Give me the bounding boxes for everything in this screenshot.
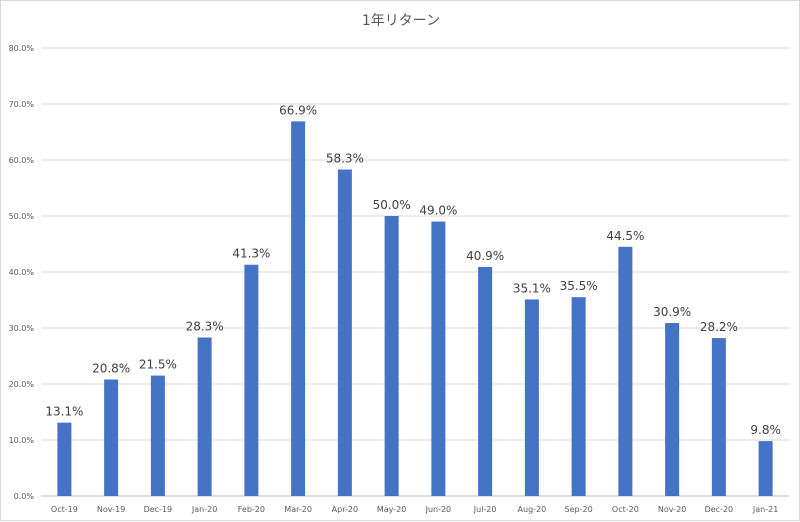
x-tick-label: Jan-20: [191, 505, 217, 514]
x-tick-label: Sep-20: [565, 505, 593, 514]
bar: [244, 264, 259, 496]
data-label: 35.1%: [513, 281, 551, 295]
x-tick-label: Oct-20: [612, 505, 639, 514]
data-label: 49.0%: [419, 204, 457, 218]
data-label: 35.5%: [560, 279, 598, 293]
x-tick-label: Jan-21: [752, 505, 778, 514]
y-tick-label: 30.0%: [9, 324, 35, 333]
x-tick-label: Feb-20: [238, 505, 265, 514]
bar: [758, 441, 773, 496]
bar: [618, 246, 633, 496]
bar: [384, 216, 399, 496]
data-label: 28.2%: [700, 320, 738, 334]
x-tick-label: Oct-19: [51, 505, 78, 514]
x-tick-label: Nov-20: [658, 505, 686, 514]
bar: [665, 322, 680, 496]
bar: [197, 337, 212, 496]
y-tick-label: 40.0%: [9, 268, 35, 277]
data-label: 13.1%: [45, 405, 83, 419]
x-tick-label: Aug-20: [518, 505, 547, 514]
data-label: 41.3%: [232, 247, 270, 261]
x-tick-label: Dec-20: [705, 505, 734, 514]
data-label: 9.8%: [750, 423, 781, 437]
bar: [711, 338, 726, 496]
y-tick-label: 80.0%: [9, 44, 35, 53]
y-axis-ticks: 0.0% 10.0% 20.0% 30.0% 40.0% 50.0% 60.0% 70.0% 8…: [9, 44, 35, 501]
bar: [291, 121, 306, 497]
data-labels: 13.1% 20.8% 21.5% 28.3% 41.3% 66.9% 58.3% 50.0%…: [45, 103, 781, 437]
data-label: 20.8%: [92, 362, 130, 376]
data-label: 50.0%: [373, 198, 411, 212]
bar: [524, 299, 539, 496]
x-tick-label: Jun-20: [425, 505, 452, 514]
y-tick-label: 60.0%: [9, 156, 35, 165]
bar: [150, 375, 165, 496]
bar: [104, 379, 119, 496]
x-tick-label: May-20: [377, 505, 406, 514]
x-tick-label: Mar-20: [284, 505, 312, 514]
x-axis-ticks: Oct-19 Nov-19 Dec-19 Jan-20 Feb-20 Mar-20 Apr-…: [51, 505, 778, 514]
data-label: 66.9%: [279, 103, 317, 117]
x-tick-label: Nov-19: [97, 505, 125, 514]
bar: [478, 266, 493, 496]
y-tick-label: 0.0%: [14, 492, 35, 501]
chart-title: 1年リターン: [362, 13, 440, 29]
data-label: 40.9%: [466, 249, 504, 263]
y-tick-label: 50.0%: [9, 212, 35, 221]
y-tick-label: 20.0%: [9, 380, 35, 389]
y-tick-label: 70.0%: [9, 100, 35, 109]
x-tick-label: Dec-19: [144, 505, 173, 514]
data-label: 28.3%: [186, 320, 224, 334]
y-tick-label: 10.0%: [9, 436, 35, 445]
bar: [337, 169, 352, 496]
x-tick-label: Jul-20: [473, 505, 497, 514]
bars: [57, 121, 773, 497]
x-tick-label: Apr-20: [332, 505, 358, 514]
bar: [57, 422, 72, 496]
gridlines: [41, 47, 789, 497]
data-label: 44.5%: [606, 229, 644, 243]
data-label: 58.3%: [326, 152, 364, 166]
bar: [571, 297, 586, 496]
data-label: 30.9%: [653, 305, 691, 319]
bar: [431, 221, 446, 496]
data-label: 21.5%: [139, 358, 177, 372]
